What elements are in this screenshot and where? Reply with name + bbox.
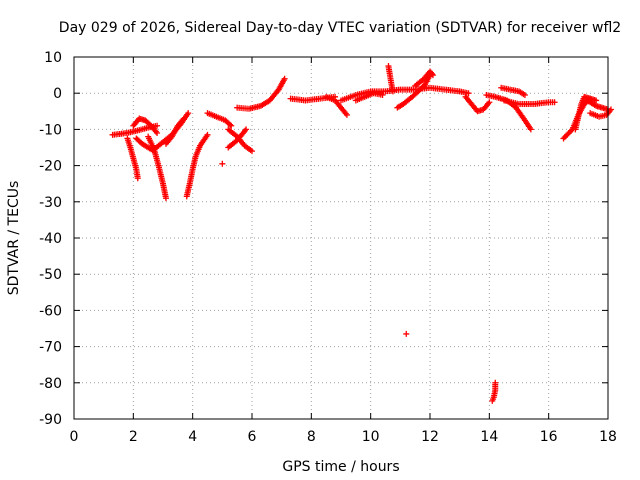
series-s25 xyxy=(498,84,528,99)
data-point xyxy=(593,97,600,104)
y-tick-label: -20 xyxy=(39,159,62,175)
data-point xyxy=(281,75,288,82)
series-s30 xyxy=(587,106,614,120)
chart-title: Day 029 of 2026, Sidereal Day-to-day VTE… xyxy=(59,20,621,36)
series-s24 xyxy=(489,379,499,404)
data-layer xyxy=(109,63,614,404)
data-point xyxy=(379,92,386,99)
x-tick-label: 12 xyxy=(421,429,439,445)
series-s3 xyxy=(130,115,161,137)
data-point xyxy=(551,99,558,106)
data-point xyxy=(607,106,614,113)
data-point xyxy=(180,115,187,122)
x-tick-label: 8 xyxy=(307,429,316,445)
series-s22 xyxy=(462,93,493,115)
x-tick-label: 14 xyxy=(480,429,498,445)
x-tick-label: 0 xyxy=(70,429,79,445)
series-s13 xyxy=(234,75,288,112)
data-point xyxy=(527,126,534,133)
series-s10 xyxy=(219,160,226,167)
data-point xyxy=(428,70,435,77)
data-point xyxy=(154,130,161,137)
series-s19 xyxy=(394,72,433,111)
x-tick-label: 18 xyxy=(599,429,617,445)
data-point xyxy=(219,160,226,167)
data-point xyxy=(249,148,255,155)
series-s26 xyxy=(501,97,558,108)
data-point xyxy=(521,92,528,99)
series-s2 xyxy=(124,135,141,182)
data-point xyxy=(403,330,410,337)
series-s23 xyxy=(483,92,534,133)
y-axis-label: SDTVAR / TECUs xyxy=(6,181,22,296)
y-tick-label: -70 xyxy=(39,340,62,356)
data-point xyxy=(343,111,350,118)
x-tick-label: 16 xyxy=(540,429,558,445)
series-s15 xyxy=(323,93,350,118)
y-tick-label: -90 xyxy=(39,412,62,428)
x-axis-label: GPS time / hours xyxy=(282,459,399,475)
x-tick-label: 2 xyxy=(129,429,138,445)
data-point xyxy=(489,397,496,404)
data-point xyxy=(389,88,396,95)
data-point xyxy=(227,121,234,128)
series-s8 xyxy=(183,131,211,200)
data-point xyxy=(204,131,211,138)
data-point xyxy=(465,90,472,97)
data-point xyxy=(243,126,250,133)
series-s21 xyxy=(412,68,436,89)
grid-layer xyxy=(74,57,608,419)
data-point xyxy=(486,99,493,106)
series-s1 xyxy=(109,122,161,138)
y-tick-label: -60 xyxy=(39,303,62,319)
data-point xyxy=(429,72,436,79)
series-s17 xyxy=(352,90,386,104)
data-point xyxy=(134,175,141,182)
data-point xyxy=(228,122,235,129)
series-s20 xyxy=(403,330,410,337)
x-tick-label: 4 xyxy=(188,429,197,445)
data-point xyxy=(154,122,161,129)
data-point xyxy=(162,195,169,202)
y-tick-label: -50 xyxy=(39,267,62,283)
series-s12 xyxy=(225,126,255,155)
x-tick-label: 6 xyxy=(248,429,257,445)
series-s18 xyxy=(385,63,396,95)
series-s7 xyxy=(162,115,187,147)
y-tick-label: -30 xyxy=(39,195,62,211)
y-tick-label: -10 xyxy=(39,122,62,138)
y-tick-label: -80 xyxy=(39,376,62,392)
series-s9 xyxy=(204,110,235,129)
x-tick-label: 10 xyxy=(362,429,380,445)
series-s29 xyxy=(584,97,611,113)
axis-layer: 0 2 4 6 8 10 12 14 16 18 10 0 -10 -20 -30 -40 -50 -60 -70 -… xyxy=(39,50,617,445)
y-tick-label: -40 xyxy=(39,231,62,247)
y-tick-label: 0 xyxy=(53,86,62,102)
series-s5 xyxy=(145,133,169,202)
y-tick-label: 10 xyxy=(44,50,62,66)
data-point xyxy=(568,127,575,134)
data-point xyxy=(185,110,192,117)
